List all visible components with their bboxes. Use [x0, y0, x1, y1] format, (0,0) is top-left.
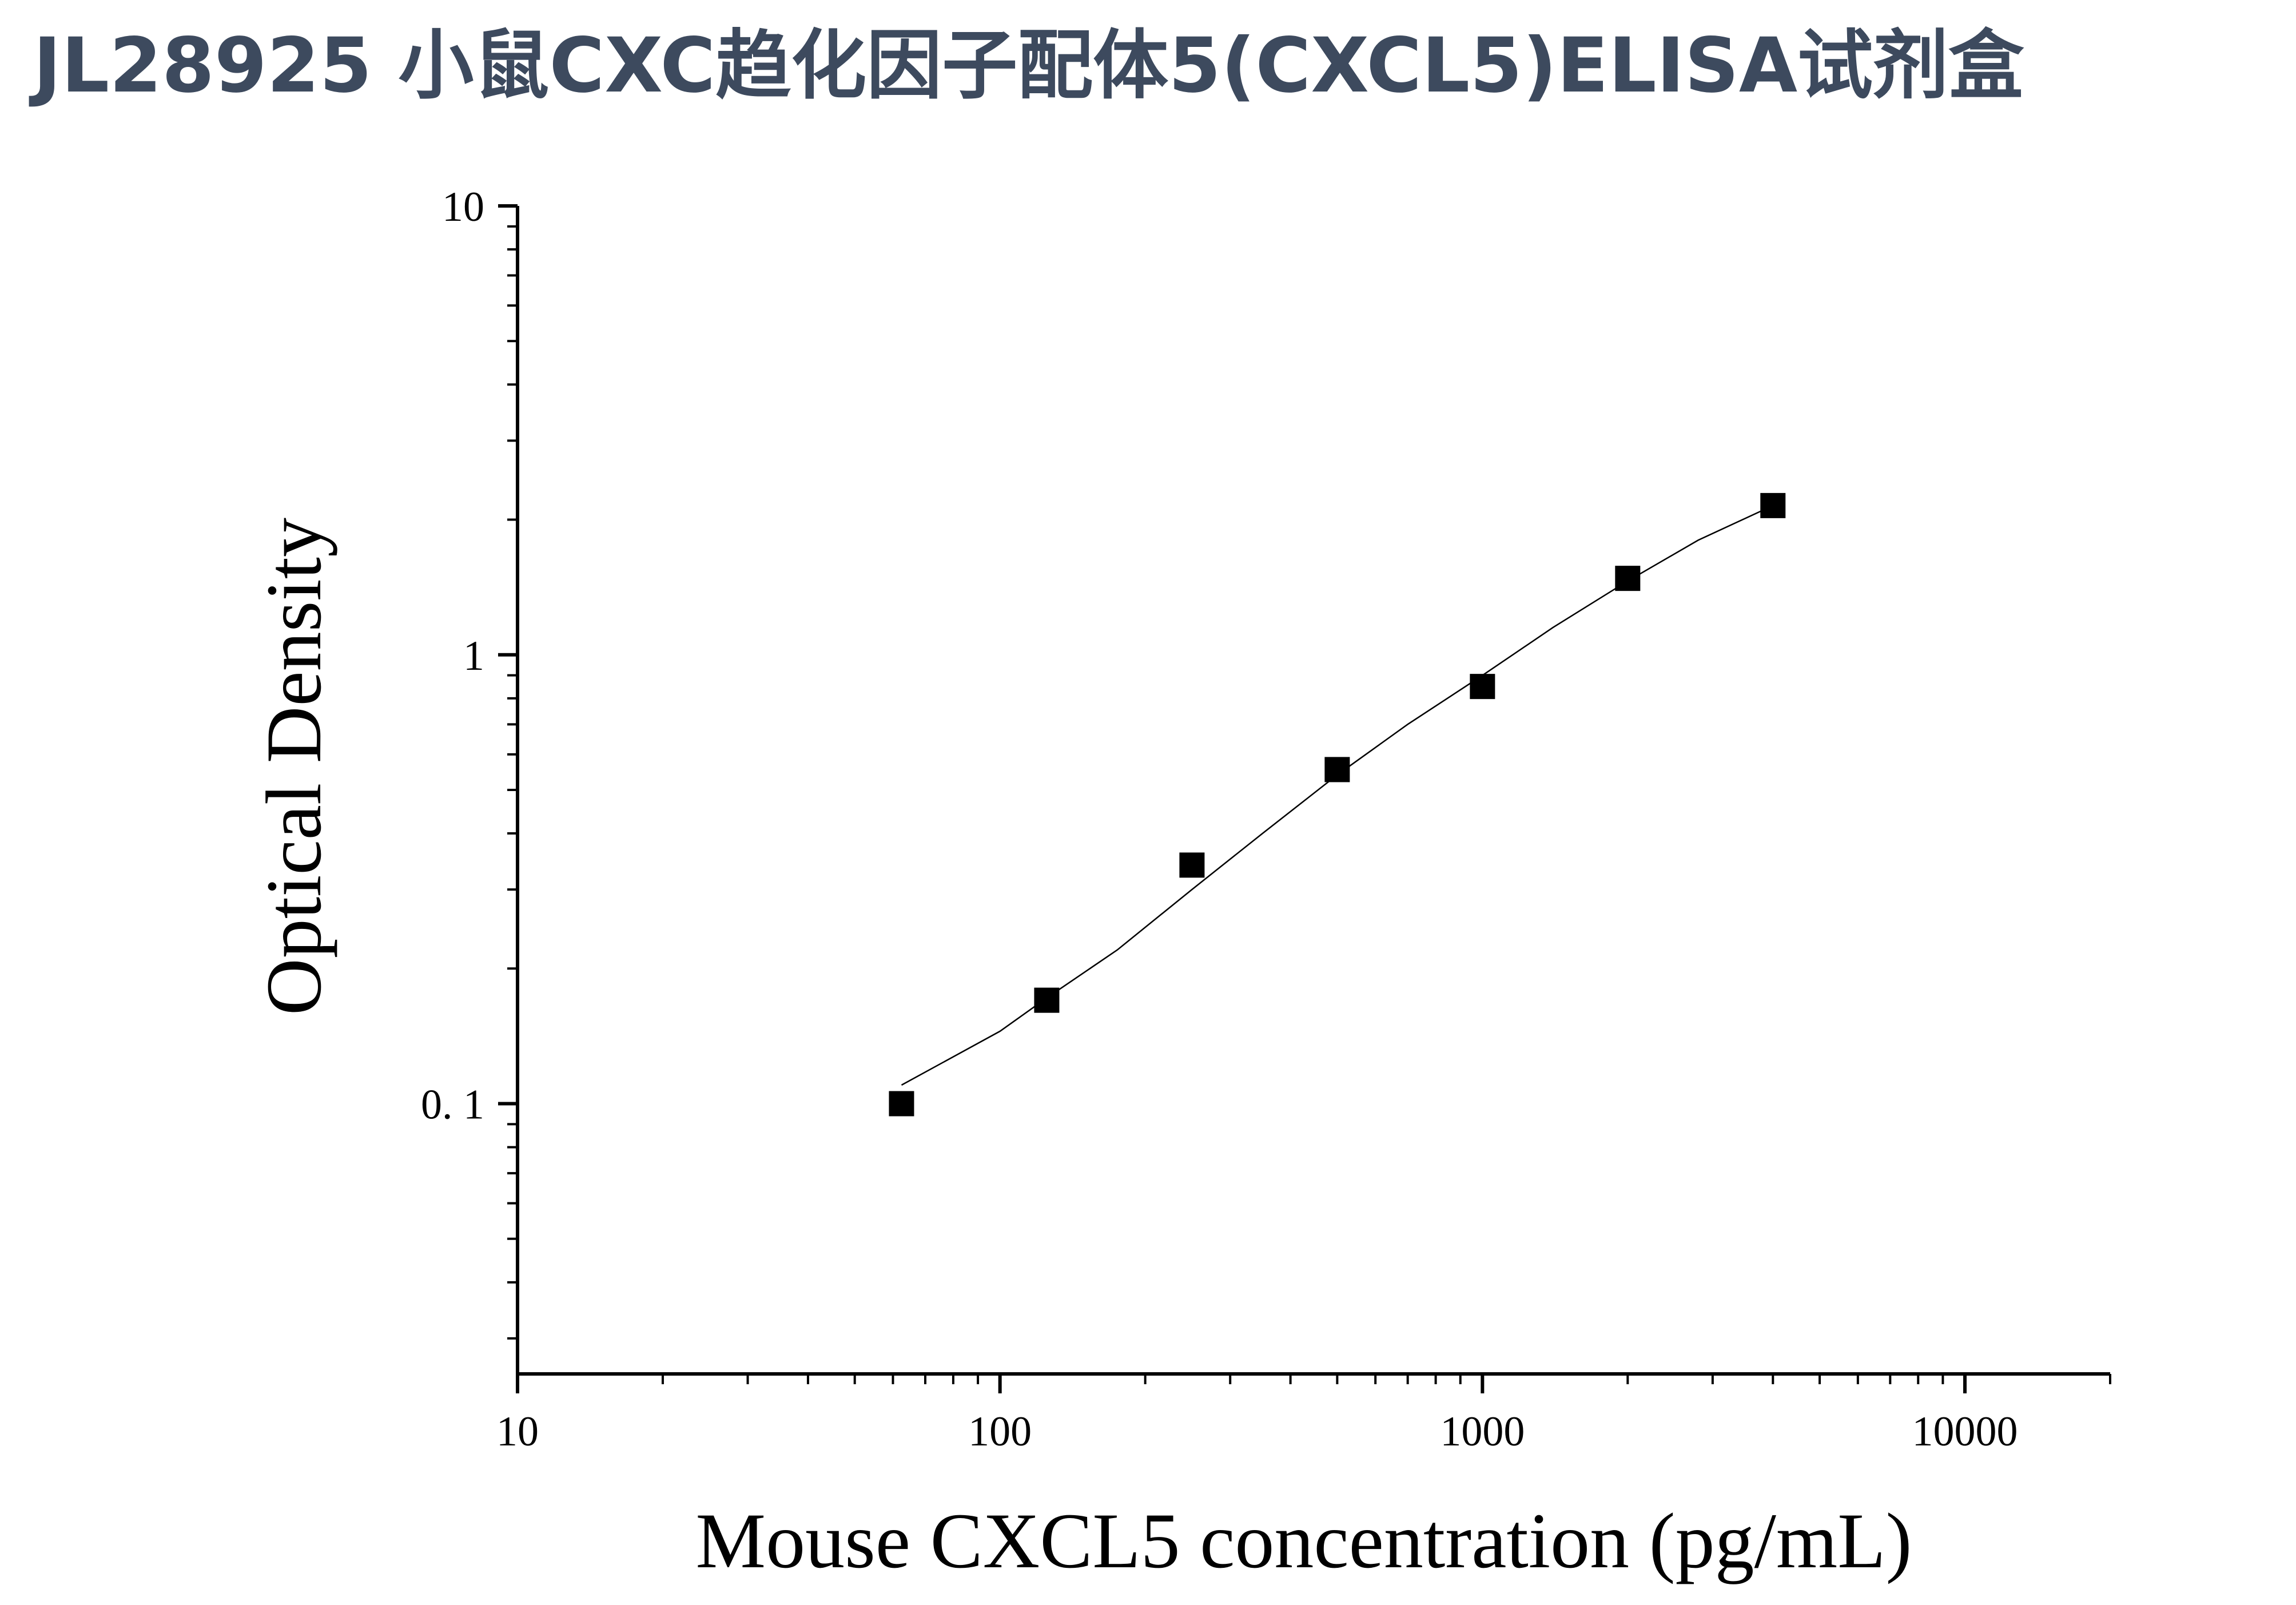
y-axis-label: Optical Density [250, 518, 337, 1015]
x-tick-label: 10000 [1912, 1408, 2018, 1455]
x-tick-label: 10 [496, 1408, 539, 1455]
y-tick-label: 1 [463, 633, 484, 680]
major-ticks [498, 204, 1967, 1393]
minor-ticks [507, 225, 2111, 1384]
data-point [1324, 757, 1350, 782]
data-point [889, 1091, 914, 1117]
y-tick-label: 0. 1 [421, 1082, 484, 1129]
data-points [889, 492, 1786, 1117]
data-point [1760, 492, 1786, 518]
y-tick-label: 10 [442, 184, 484, 231]
data-point [1034, 987, 1060, 1013]
x-axis-label: Mouse CXCL5 concentration (pg/mL) [695, 1497, 1912, 1584]
fit-curve-line [901, 504, 1773, 1086]
data-point [1615, 566, 1641, 591]
x-tick-label: 1000 [1440, 1408, 1525, 1455]
data-point [1470, 674, 1495, 700]
x-tick-labels: 10 100 1000 10000 [496, 1408, 2018, 1455]
x-tick-label: 100 [968, 1408, 1032, 1455]
data-point [1179, 852, 1205, 878]
y-tick-labels: 0. 1 1 10 [421, 184, 484, 1129]
page-title: JL28925 小鼠CXC趋化因子配体5(CXCL5)ELISA试剂盒 [33, 22, 2024, 110]
